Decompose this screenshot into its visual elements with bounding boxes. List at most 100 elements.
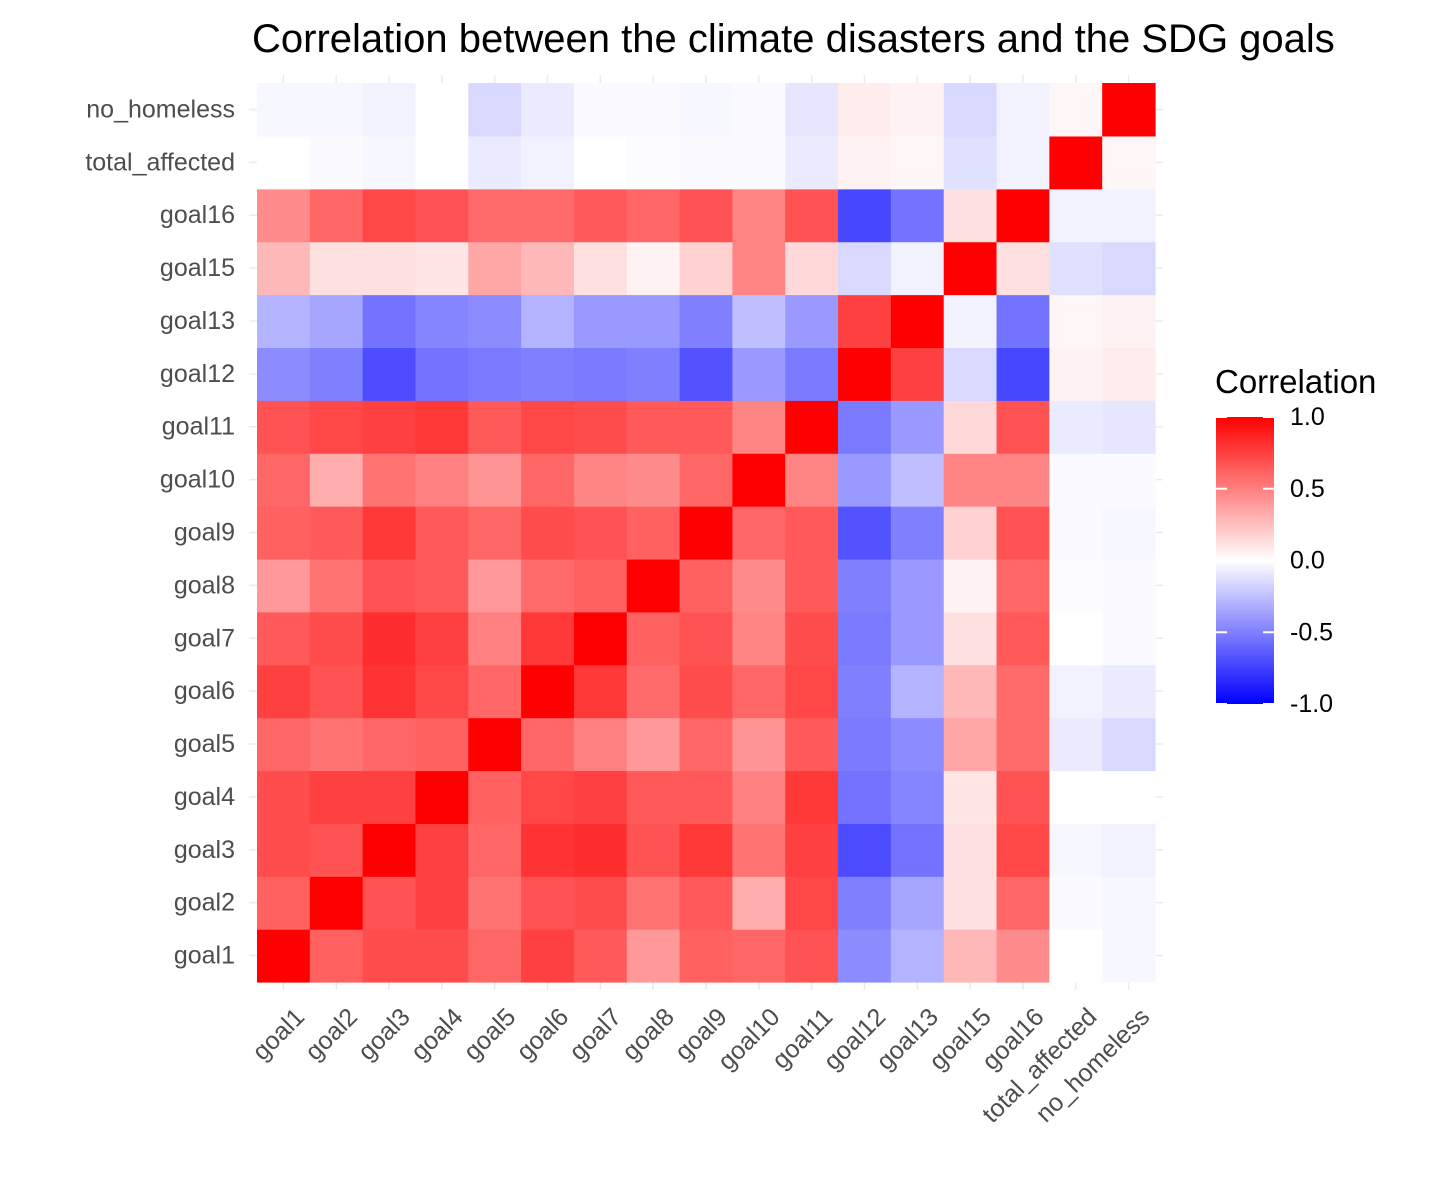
heatmap-cell-goal8-goal16 — [996, 558, 1050, 613]
heatmap-cell-goal1-goal5 — [468, 929, 522, 983]
heatmap-cell-goal12-goal11 — [785, 347, 839, 401]
heatmap-cell-goal13-goal6 — [521, 294, 575, 349]
heatmap-cell-goal11-no_homeless — [1102, 400, 1156, 454]
heatmap-cell-goal16-goal12 — [838, 188, 892, 243]
heatmap-cell-goal10-total_affected — [1049, 453, 1103, 507]
heatmap-cell-goal2-goal7 — [573, 876, 628, 930]
heatmap-cell-goal3-goal10 — [732, 823, 786, 877]
heatmap-cell-no_homeless-goal5 — [468, 83, 522, 137]
heatmap-cell-goal12-goal7 — [573, 347, 628, 401]
heatmap-cell-goal8-goal12 — [838, 558, 892, 613]
heatmap-cell-goal9-goal2 — [309, 506, 364, 560]
heatmap-cell-goal5-goal15 — [943, 717, 998, 772]
heatmap-cell-goal12-goal9 — [679, 347, 734, 401]
heatmap-cell-goal8-goal4 — [415, 558, 469, 613]
heatmap-cell-goal12-goal6 — [521, 347, 575, 401]
heatmap-cell-goal7-goal4 — [415, 611, 469, 666]
cell-layer — [257, 83, 1156, 983]
heatmap-cell-goal9-goal5 — [468, 506, 522, 560]
heatmap-cell-goal13-goal13 — [890, 294, 945, 349]
heatmap-cell-goal5-goal3 — [362, 717, 417, 772]
heatmap-cell-total_affected-goal1 — [257, 135, 311, 190]
x-tick-label-goal1: goal1 — [247, 1003, 310, 1066]
heatmap-cell-no_homeless-goal8 — [626, 83, 681, 137]
heatmap-cell-goal11-goal4 — [415, 400, 469, 454]
heatmap-cell-goal10-goal8 — [626, 453, 681, 507]
y-axis: goal1 goal2 goal3 goal4 goal5 goal6 goal7 goal8… — [85, 95, 235, 969]
heatmap-cell-goal4-goal12 — [838, 770, 892, 824]
heatmap-cell-goal7-goal15 — [943, 611, 998, 666]
y-tick-label-goal4: goal4 — [174, 783, 235, 811]
heatmap-cell-total_affected-goal8 — [626, 135, 681, 190]
heatmap-cell-goal4-no_homeless — [1102, 770, 1156, 824]
heatmap-cell-total_affected-goal10 — [732, 135, 786, 190]
heatmap-cell-goal11-goal8 — [626, 400, 681, 454]
heatmap-cell-goal6-goal1 — [257, 664, 311, 719]
heatmap-cell-total_affected-total_affected — [1049, 135, 1103, 190]
heatmap-cell-goal5-goal9 — [679, 717, 734, 772]
heatmap-cell-goal4-goal8 — [626, 770, 681, 824]
heatmap-cell-goal16-no_homeless — [1102, 188, 1156, 243]
heatmap-cell-goal2-goal16 — [996, 876, 1050, 930]
heatmap-cell-goal9-goal11 — [785, 506, 839, 560]
heatmap-cell-goal1-goal7 — [573, 929, 628, 983]
heatmap-cell-goal13-goal16 — [996, 294, 1050, 349]
heatmap-cell-goal6-goal3 — [362, 664, 417, 719]
heatmap-cell-goal15-goal2 — [309, 241, 364, 296]
heatmap-cell-goal12-goal15 — [943, 347, 998, 401]
heatmap-cell-no_homeless-no_homeless — [1102, 83, 1156, 137]
heatmap-cell-goal16-goal6 — [521, 188, 575, 243]
heatmap-cell-goal9-goal10 — [732, 506, 786, 560]
heatmap-cell-goal11-goal11 — [785, 400, 839, 454]
heatmap-cell-goal12-goal8 — [626, 347, 681, 401]
heatmap-cell-goal12-goal10 — [732, 347, 786, 401]
heatmap-cell-goal2-goal5 — [468, 876, 522, 930]
heatmap-cell-goal12-goal13 — [890, 347, 945, 401]
heatmap-cell-goal6-goal6 — [521, 664, 575, 719]
heatmap-cell-goal11-goal12 — [838, 400, 892, 454]
heatmap-cell-goal2-goal2 — [309, 876, 364, 930]
heatmap-cell-goal2-no_homeless — [1102, 876, 1156, 930]
x-tick-label-goal7: goal7 — [564, 1003, 627, 1066]
heatmap-cell-no_homeless-goal3 — [362, 83, 417, 137]
heatmap-cell-goal5-goal13 — [890, 717, 945, 772]
heatmap-cell-goal16-goal2 — [309, 188, 364, 243]
heatmap-cell-goal7-goal2 — [309, 611, 364, 666]
heatmap-cell-goal7-no_homeless — [1102, 611, 1156, 666]
heatmap-cell-goal13-goal12 — [838, 294, 892, 349]
heatmap-cell-total_affected-goal16 — [996, 135, 1050, 190]
y-tick-label-goal9: goal9 — [174, 519, 235, 547]
heatmap-cell-goal1-goal4 — [415, 929, 469, 983]
heatmap-cell-goal9-goal1 — [257, 506, 311, 560]
heatmap-cell-goal10-goal1 — [257, 453, 311, 507]
heatmap-cell-goal1-goal16 — [996, 929, 1050, 983]
heatmap-cell-goal9-goal7 — [573, 506, 628, 560]
heatmap-cell-goal8-goal8 — [626, 558, 681, 613]
heatmap-cell-goal2-goal9 — [679, 876, 734, 930]
heatmap-cell-no_homeless-goal1 — [257, 83, 311, 137]
heatmap-cell-goal12-goal2 — [309, 347, 364, 401]
heatmap-cell-goal6-goal12 — [838, 664, 892, 719]
heatmap-cell-goal16-goal1 — [257, 188, 311, 243]
heatmap-cell-goal2-goal3 — [362, 876, 417, 930]
heatmap-cell-goal13-goal7 — [573, 294, 628, 349]
y-tick-label-goal1: goal1 — [174, 942, 235, 970]
y-tick-label-goal11: goal11 — [162, 413, 235, 441]
heatmap-cell-goal2-goal4 — [415, 876, 469, 930]
heatmap-cell-goal5-goal8 — [626, 717, 681, 772]
heatmap-cell-goal3-total_affected — [1049, 823, 1103, 877]
y-tick-label-goal2: goal2 — [174, 889, 235, 917]
heatmap-cell-goal13-goal10 — [732, 294, 786, 349]
heatmap-cell-no_homeless-goal12 — [838, 83, 892, 137]
heatmap-cell-goal8-goal13 — [890, 558, 945, 613]
heatmap-cell-goal11-goal7 — [573, 400, 628, 454]
heatmap-cell-goal6-goal7 — [573, 664, 628, 719]
heatmap-cell-goal13-total_affected — [1049, 294, 1103, 349]
heatmap-cell-goal1-goal1 — [257, 929, 311, 983]
heatmap-cell-total_affected-goal5 — [468, 135, 522, 190]
heatmap-cell-goal16-goal16 — [996, 188, 1050, 243]
heatmap-cell-total_affected-goal6 — [521, 135, 575, 190]
x-tick-label-goal5: goal5 — [458, 1003, 521, 1066]
heatmap-cell-goal1-goal2 — [309, 929, 364, 983]
heatmap-cell-goal5-goal4 — [415, 717, 469, 772]
